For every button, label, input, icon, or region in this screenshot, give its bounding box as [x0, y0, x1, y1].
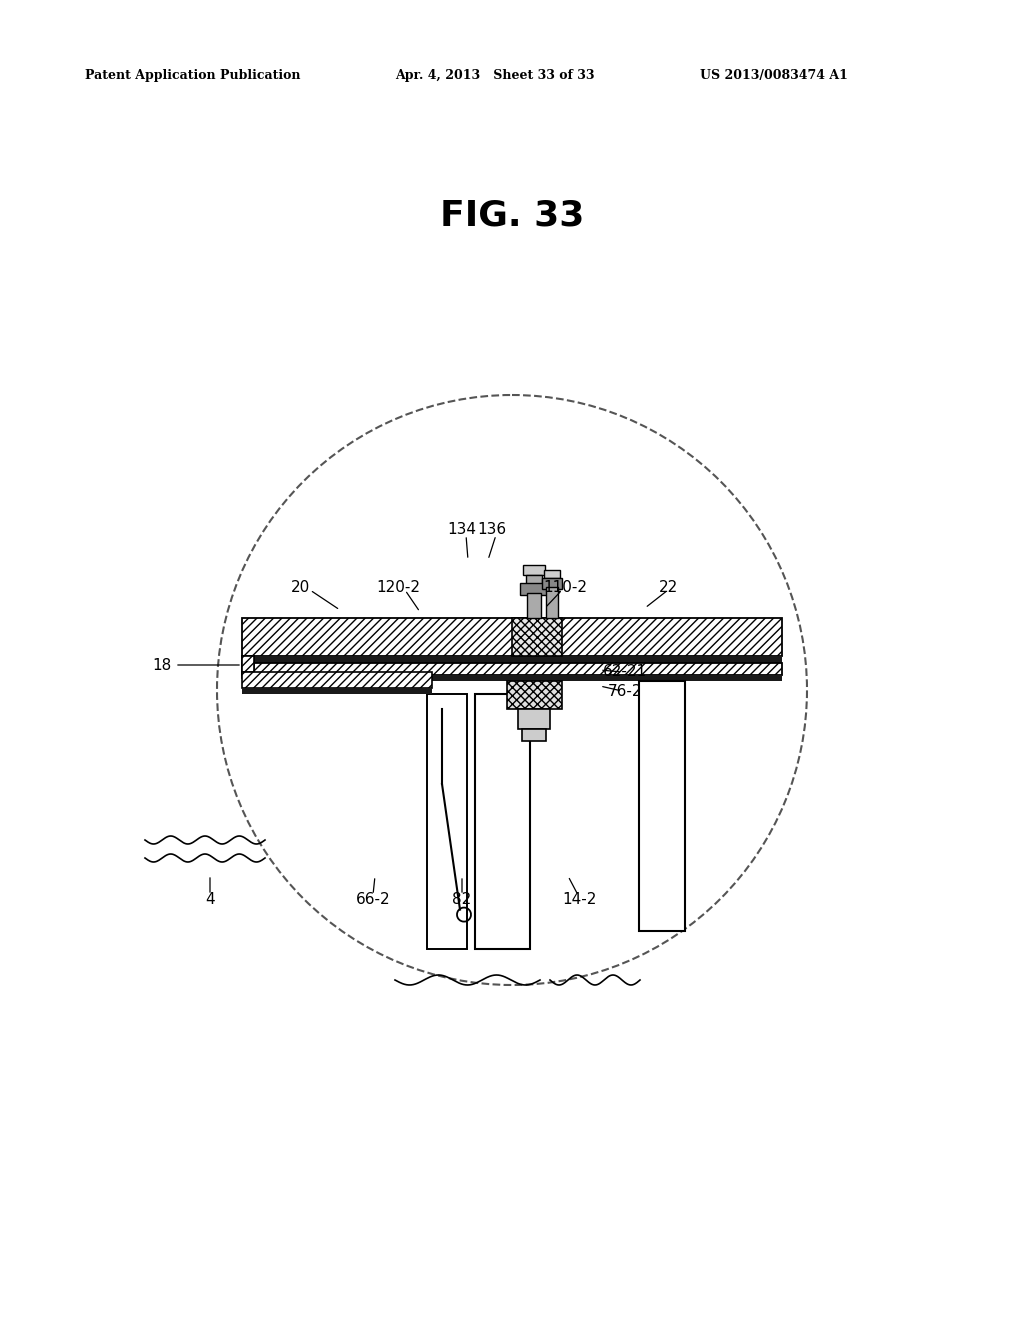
Text: Apr. 4, 2013   Sheet 33 of 33: Apr. 4, 2013 Sheet 33 of 33 — [395, 69, 595, 82]
Bar — [544, 570, 560, 578]
Text: 82: 82 — [453, 892, 472, 908]
Bar — [526, 576, 542, 585]
Bar — [542, 578, 562, 589]
Bar — [242, 656, 782, 663]
Bar — [522, 729, 546, 741]
Bar — [242, 663, 782, 675]
Bar — [242, 688, 432, 694]
Bar — [242, 618, 782, 656]
Text: FIG. 33: FIG. 33 — [440, 198, 584, 232]
Bar — [475, 694, 530, 949]
Bar — [518, 709, 550, 729]
Text: US 2013/0083474 A1: US 2013/0083474 A1 — [700, 69, 848, 82]
Text: 20: 20 — [291, 579, 309, 594]
Text: 18: 18 — [153, 657, 172, 672]
Text: Patent Application Publication: Patent Application Publication — [85, 69, 300, 82]
Bar — [242, 675, 782, 681]
Bar — [242, 656, 254, 678]
Bar — [639, 681, 685, 931]
Bar — [520, 583, 548, 595]
Text: 120-2: 120-2 — [376, 579, 420, 594]
Bar — [527, 593, 541, 618]
Text: 110-2: 110-2 — [543, 579, 587, 594]
Bar — [512, 618, 562, 656]
Text: 136: 136 — [477, 523, 507, 537]
Bar — [242, 656, 254, 672]
Text: 134: 134 — [447, 523, 476, 537]
Text: 4: 4 — [205, 892, 215, 908]
Bar — [242, 672, 432, 688]
Bar — [507, 681, 562, 709]
Text: 66-2: 66-2 — [355, 892, 390, 908]
Text: 22: 22 — [658, 579, 678, 594]
Bar — [546, 587, 558, 618]
Bar — [427, 694, 467, 949]
Bar — [523, 565, 545, 576]
Text: 62-21: 62-21 — [603, 664, 647, 680]
Text: 14-2: 14-2 — [563, 892, 597, 908]
Text: 76-2: 76-2 — [608, 684, 642, 698]
